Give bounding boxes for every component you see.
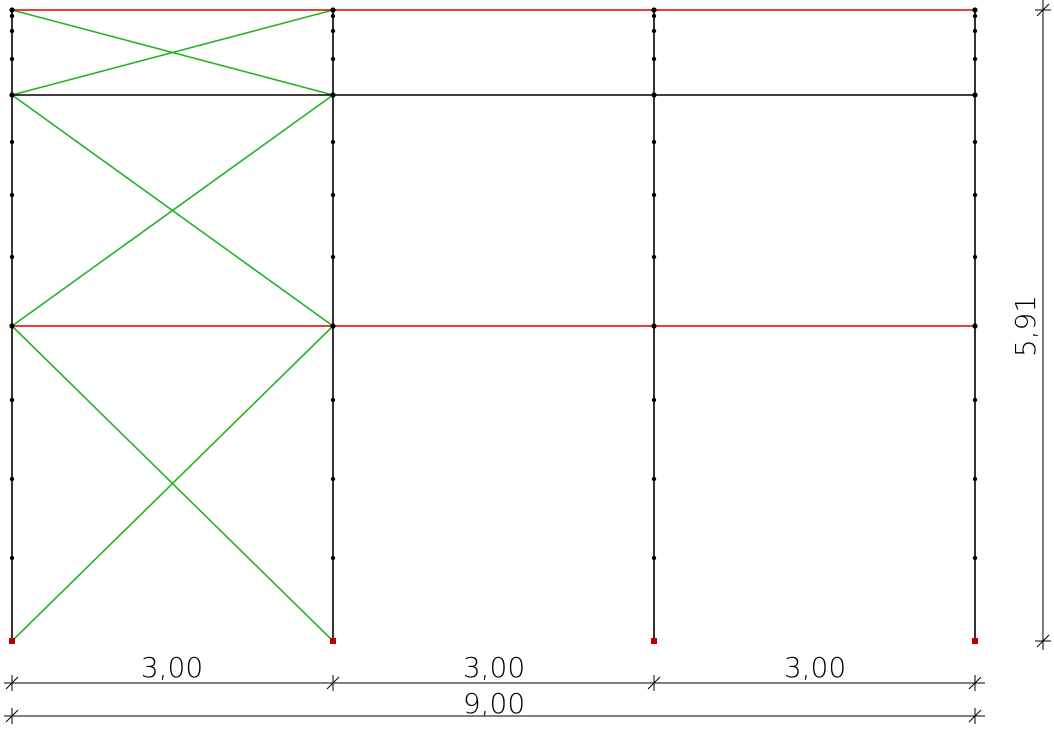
node (972, 139, 978, 145)
node (9, 476, 15, 482)
node (9, 13, 15, 19)
node (972, 13, 978, 19)
node (9, 323, 15, 329)
brace-mid-2 (11, 94, 334, 327)
node (9, 92, 15, 98)
brace-top-2 (11, 9, 334, 96)
node (972, 28, 978, 34)
node (330, 323, 336, 329)
dim-total-label: 9,00 (463, 687, 525, 720)
support-2 (330, 638, 336, 644)
node (651, 56, 657, 62)
node (330, 476, 336, 482)
node (330, 555, 336, 561)
node (972, 555, 978, 561)
dim-bay-1-label: 3,00 (141, 651, 203, 684)
node (330, 13, 336, 19)
node (330, 92, 336, 98)
node (9, 254, 15, 260)
node (651, 92, 657, 98)
node (651, 139, 657, 145)
node (330, 397, 336, 403)
node (651, 28, 657, 34)
node (9, 7, 15, 13)
dim-height-label: 5,91 (1009, 295, 1042, 357)
node (651, 254, 657, 260)
node (330, 192, 336, 198)
dim-bay-2-label: 3,00 (463, 651, 525, 684)
support-4 (972, 638, 978, 644)
node (9, 397, 15, 403)
nodes (9, 7, 978, 561)
node (651, 476, 657, 482)
node (330, 254, 336, 260)
support-1 (9, 638, 15, 644)
support-3 (651, 638, 657, 644)
beams (12, 9, 975, 327)
node (651, 7, 657, 13)
node (9, 28, 15, 34)
node (330, 139, 336, 145)
brace-low-2 (11, 325, 334, 642)
node (651, 192, 657, 198)
node (651, 323, 657, 329)
node (972, 323, 978, 329)
node (330, 28, 336, 34)
dimension-lines (4, 0, 1051, 724)
node (972, 7, 978, 13)
node (651, 13, 657, 19)
node (972, 92, 978, 98)
node (651, 555, 657, 561)
node (972, 254, 978, 260)
node (651, 397, 657, 403)
node (972, 56, 978, 62)
node (9, 555, 15, 561)
node (972, 192, 978, 198)
node (9, 139, 15, 145)
node (9, 56, 15, 62)
node (330, 7, 336, 13)
bracing (11, 9, 334, 642)
node (9, 192, 15, 198)
node (972, 476, 978, 482)
dim-bay-3-label: 3,00 (784, 651, 846, 684)
supports (9, 638, 978, 644)
node (972, 397, 978, 403)
node (330, 56, 336, 62)
